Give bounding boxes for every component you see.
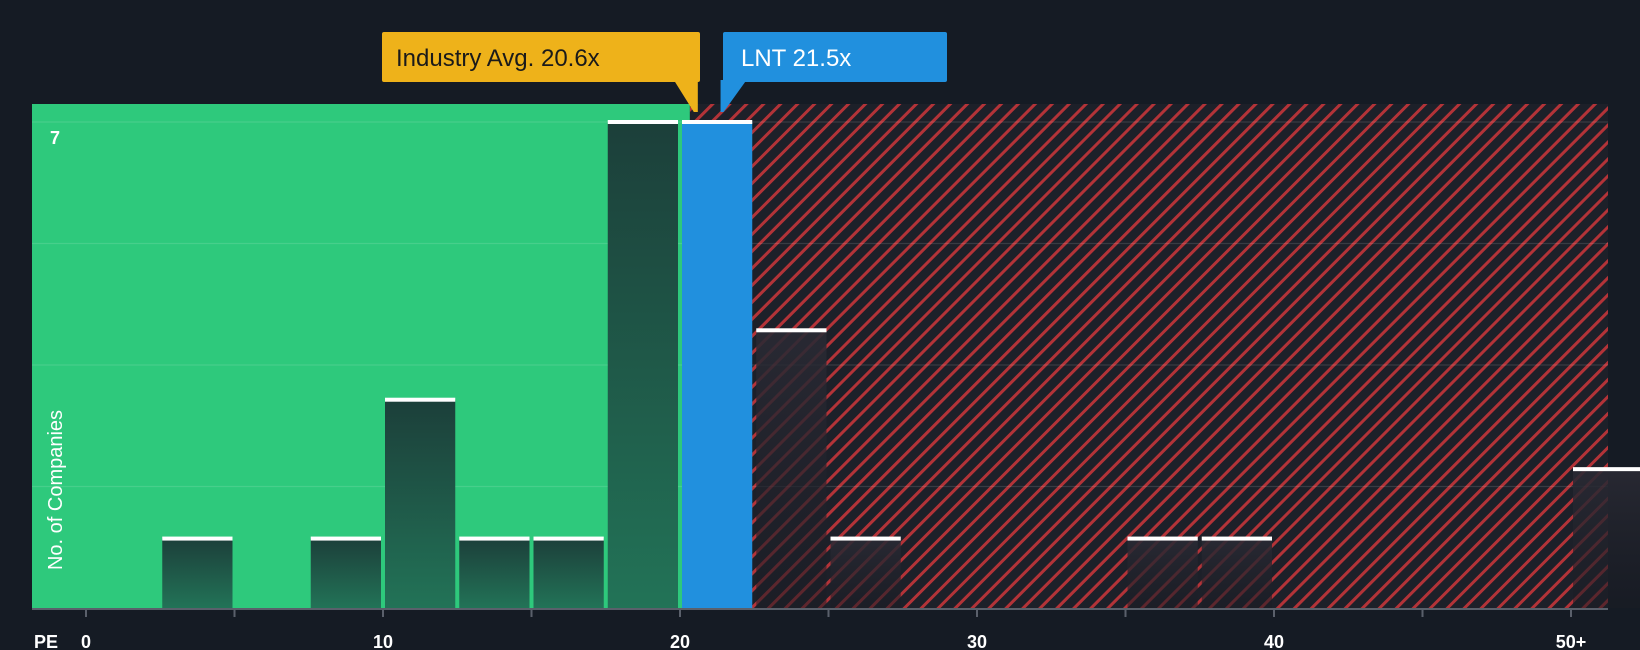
bar-body — [756, 330, 827, 608]
bars — [162, 120, 1640, 608]
bar-body — [385, 399, 456, 608]
bar-cap — [1127, 536, 1198, 541]
bar-cap — [310, 536, 381, 541]
industry-avg-callout: Industry Avg. 20.6x — [382, 32, 700, 112]
x-ticks: 0 10 20 30 40 50+ — [81, 609, 1586, 650]
industry-avg-pointer — [673, 80, 698, 112]
bar — [533, 536, 604, 608]
x-tick-label: 0 — [81, 632, 91, 650]
bar-body — [310, 538, 381, 608]
bar-cap — [830, 536, 901, 541]
bar-body — [459, 538, 530, 608]
bar-body — [1127, 538, 1198, 608]
bar-body — [830, 538, 901, 608]
bar-cap — [385, 397, 456, 402]
fair-value-zone — [32, 104, 690, 608]
bar — [385, 397, 456, 608]
bar-cap — [1573, 467, 1640, 472]
bar — [607, 120, 678, 608]
bar — [1127, 536, 1198, 608]
bar-body — [533, 538, 604, 608]
x-axis-label: PE — [34, 632, 58, 650]
bar-cap — [533, 536, 604, 541]
bar-body — [1573, 469, 1640, 608]
company-pe-box — [723, 32, 947, 82]
industry-avg-label: Industry Avg. 20.6x — [396, 45, 600, 72]
bar — [1573, 467, 1640, 608]
bar — [756, 328, 827, 608]
bar-body — [162, 538, 233, 608]
x-tick-label: 20 — [670, 632, 690, 650]
y-axis-label: No. of Companies — [45, 410, 67, 570]
overvalued-zone — [689, 104, 1608, 608]
bar-cap — [162, 536, 233, 541]
bar-cap — [682, 120, 753, 124]
bar-cap — [756, 328, 827, 333]
bar-cap — [459, 536, 530, 541]
bar-body — [1201, 538, 1272, 608]
bar-body — [607, 122, 678, 608]
x-tick-label: 50+ — [1556, 632, 1587, 650]
y-max-label: 7 — [50, 128, 60, 148]
bar-cap — [607, 120, 678, 124]
x-tick-label: 30 — [967, 632, 987, 650]
bar — [162, 536, 233, 608]
x-tick-label: 40 — [1264, 632, 1284, 650]
bar — [1201, 536, 1272, 608]
x-tick-label: 10 — [373, 632, 393, 650]
bar — [682, 120, 753, 608]
industry-avg-box — [382, 32, 700, 82]
bar-cap — [1201, 536, 1272, 541]
company-pe-callout: LNT 21.5x — [720, 32, 947, 112]
company-pe-pointer — [720, 80, 747, 112]
bar — [830, 536, 901, 608]
company-pe-label: LNT 21.5x — [741, 45, 851, 72]
bar-body — [682, 122, 753, 608]
bar — [459, 536, 530, 608]
bar — [310, 536, 381, 608]
